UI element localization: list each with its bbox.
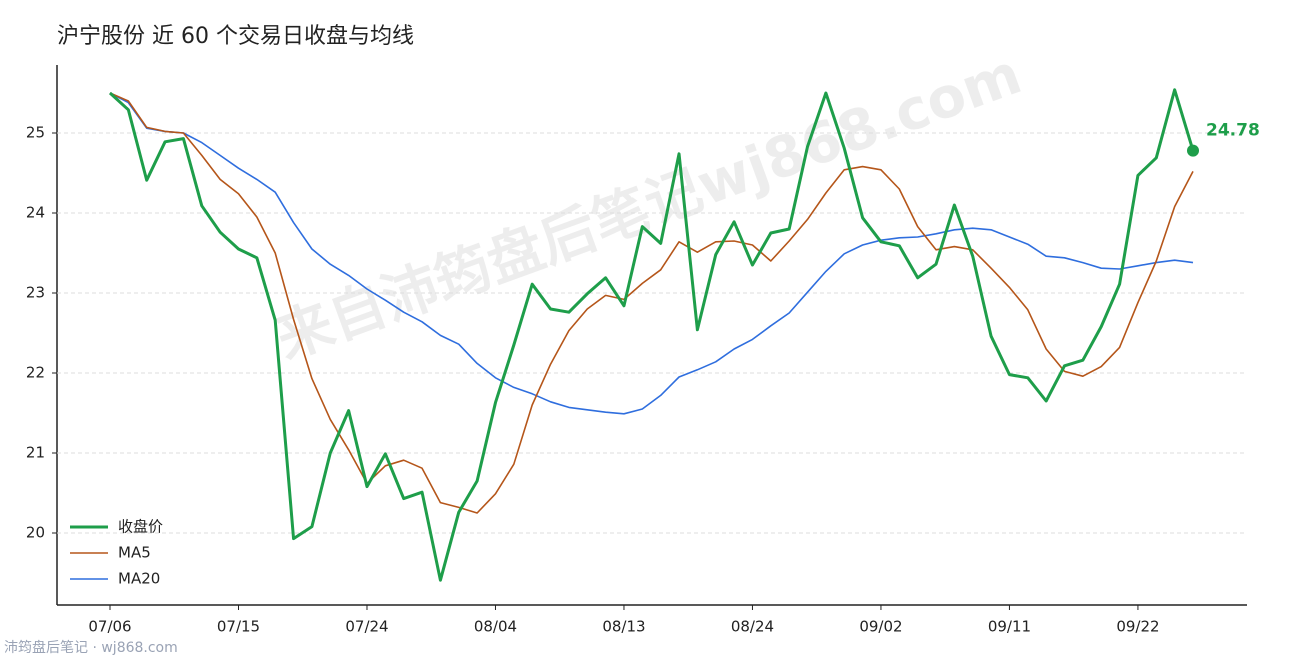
x-tick-label: 09/22 (1116, 618, 1159, 636)
x-tick-label: 07/24 (345, 618, 388, 636)
y-tick-label: 20 (26, 524, 45, 542)
series-line (109, 92, 1194, 415)
x-tick-label: 09/11 (988, 618, 1031, 636)
legend-label: MA5 (118, 544, 151, 562)
x-tick-label: 08/04 (474, 618, 517, 636)
y-tick-label: 25 (26, 124, 45, 142)
watermark: 来自沛筠盘后笔记wj868.com (268, 42, 1030, 372)
footer: 沛筠盘后笔记 · wj868.com (4, 639, 178, 656)
y-tick-label: 24 (26, 204, 45, 222)
chart-title: 沪宁股份 近 60 个交易日收盘与均线 (57, 24, 414, 49)
series-line (109, 92, 1194, 514)
x-tick-label: 09/02 (859, 618, 902, 636)
x-tick-label: 08/13 (602, 618, 645, 636)
y-tick-label: 21 (26, 444, 45, 462)
y-tick-label: 23 (26, 284, 45, 302)
x-tick-label: 07/15 (217, 618, 260, 636)
x-tick-label: 07/06 (88, 618, 131, 636)
legend-label: 收盘价 (118, 518, 163, 536)
last-value-label: 24.78 (1206, 121, 1260, 141)
x-tick-label: 08/24 (731, 618, 774, 636)
y-tick-label: 22 (26, 364, 45, 382)
legend-label: MA20 (118, 570, 160, 588)
last-point (1187, 144, 1199, 157)
series-line (108, 88, 1195, 582)
